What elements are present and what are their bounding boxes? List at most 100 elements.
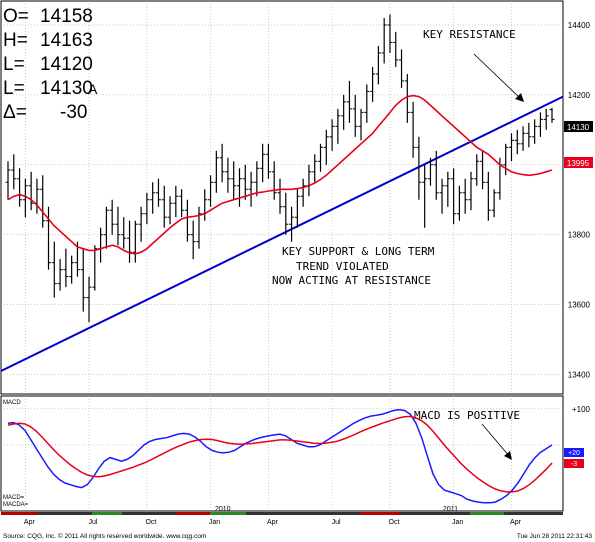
open-label: O= bbox=[3, 6, 29, 27]
ohlc-readout: O= 14158 H= 14163 L= 14120 L= 14130 A Δ=… bbox=[3, 6, 98, 123]
macd-panel-title: MACD bbox=[3, 400, 21, 406]
ohlc-bar bbox=[11, 154, 17, 190]
ohlc-bar bbox=[57, 259, 63, 291]
ohlc-bar bbox=[433, 150, 439, 200]
ohlc-bar bbox=[103, 206, 109, 249]
footer-source: Source: CQG, Inc. © 2011 All rights rese… bbox=[3, 532, 206, 540]
change-value: -30 bbox=[60, 102, 87, 123]
month-tick-label: Jul bbox=[89, 519, 98, 526]
ohlc-bar bbox=[491, 189, 497, 218]
ohlc-bar bbox=[138, 206, 144, 242]
low-value: 14120 bbox=[40, 54, 93, 75]
ohlc-bar bbox=[69, 255, 75, 284]
macd-panel-frame bbox=[0, 395, 564, 512]
ohlc-bar bbox=[289, 206, 295, 242]
key-resistance-arrow bbox=[473, 53, 524, 102]
ohlc-bar bbox=[28, 171, 34, 211]
ohlc-bar bbox=[526, 122, 532, 148]
ohlc-bar bbox=[387, 14, 393, 53]
last-label: L= bbox=[3, 78, 25, 99]
price-y-tick: 13600 bbox=[568, 301, 591, 310]
ma-price-badge-text: 13995 bbox=[567, 159, 590, 168]
ohlc-bar bbox=[109, 199, 115, 235]
ohlc-bar bbox=[451, 168, 457, 225]
last-suffix: A bbox=[88, 81, 98, 97]
ohlc-bar bbox=[225, 157, 231, 193]
ohlc-bar bbox=[503, 143, 509, 176]
ohlc-bar bbox=[144, 192, 150, 225]
last-price-badge-text: 14130 bbox=[567, 123, 590, 132]
month-tick-label: Jul bbox=[332, 519, 341, 526]
x-axis-ticks: Apr Jul Oct Jan Apr Jul Oct Jan Apr bbox=[24, 519, 522, 526]
open-value: 14158 bbox=[40, 6, 93, 27]
ohlc-bar bbox=[370, 66, 376, 102]
ohlc-bar bbox=[474, 154, 480, 186]
ohlc-bar bbox=[115, 206, 121, 246]
ohlc-bar bbox=[265, 143, 271, 179]
ohlc-bar bbox=[335, 108, 341, 144]
macd-positive-annotation: MACD IS POSITIVE bbox=[414, 409, 520, 422]
ohlc-bar bbox=[439, 178, 445, 214]
ohlc-bar bbox=[196, 206, 202, 249]
month-tick-label: Oct bbox=[145, 519, 156, 526]
ohlc-bar bbox=[346, 80, 352, 123]
footer-timestamp: Tue Jun 28 2011 22:31:43 bbox=[517, 533, 593, 540]
ohlc-bar bbox=[161, 185, 167, 228]
signal-value-badge: -3 bbox=[564, 459, 584, 468]
ohlc-bar bbox=[329, 119, 335, 151]
ohlc-bar bbox=[485, 171, 491, 221]
change-label: Δ= bbox=[3, 102, 27, 123]
support-trendline bbox=[0, 95, 564, 372]
ohlc-bar bbox=[254, 161, 260, 197]
ohlc-bar bbox=[92, 245, 98, 291]
price-panel-frame bbox=[0, 0, 564, 395]
price-bars bbox=[5, 14, 555, 323]
ohlc-bar bbox=[121, 217, 127, 249]
ohlc-bar bbox=[155, 178, 161, 207]
macd-value-badge: +20 bbox=[564, 448, 584, 457]
ohlc-bar bbox=[422, 164, 428, 228]
ohlc-bar bbox=[410, 101, 416, 158]
ohlc-bar bbox=[271, 161, 277, 200]
ohlc-bar bbox=[352, 94, 358, 137]
ohlc-bar bbox=[312, 154, 318, 183]
ohlc-bar bbox=[416, 136, 422, 200]
ohlc-bar bbox=[520, 126, 526, 151]
last-value: 14130 bbox=[40, 78, 93, 99]
macd-legend-1: MACD= bbox=[3, 495, 25, 501]
key-resistance-annotation: KEY RESISTANCE bbox=[423, 28, 516, 41]
support-annotation-line1: KEY SUPPORT & LONG TERM bbox=[282, 245, 435, 258]
ohlc-bar bbox=[173, 185, 179, 218]
ohlc-bar bbox=[514, 129, 520, 155]
month-tick-label: Apr bbox=[24, 519, 36, 526]
ohlc-bar bbox=[236, 168, 242, 207]
ohlc-bar bbox=[462, 178, 468, 214]
ohlc-bar bbox=[456, 185, 462, 221]
price-y-axis: 144001420014000138001360013400 bbox=[568, 21, 591, 380]
ohlc-bar bbox=[445, 171, 451, 207]
macd-value-badge-text: +20 bbox=[568, 450, 580, 457]
support-annotation-line3: NOW ACTING AT RESISTANCE bbox=[272, 274, 431, 287]
ohlc-bar bbox=[242, 164, 248, 200]
ohlc-bar bbox=[184, 199, 190, 242]
ohlc-bar bbox=[393, 31, 399, 67]
ohlc-bar bbox=[248, 171, 254, 207]
ohlc-bar bbox=[213, 150, 219, 193]
year-label-2011: 2011 bbox=[443, 506, 458, 513]
macd-positive-arrow bbox=[481, 423, 512, 460]
low-label: L= bbox=[3, 54, 25, 75]
ohlc-bar bbox=[375, 45, 381, 85]
month-tick-label: Jan bbox=[209, 519, 220, 526]
ohlc-bar bbox=[63, 248, 69, 288]
ohlc-bar bbox=[381, 17, 387, 64]
ohlc-bar bbox=[358, 108, 364, 141]
macd-signal-line bbox=[7, 415, 553, 493]
ohlc-bar bbox=[318, 143, 324, 172]
month-tick-label: Oct bbox=[389, 519, 400, 526]
ohlc-bar bbox=[86, 276, 92, 323]
ohlc-bar bbox=[341, 94, 347, 130]
month-tick-label: Jan bbox=[452, 519, 463, 526]
ohlc-bar bbox=[323, 129, 329, 165]
